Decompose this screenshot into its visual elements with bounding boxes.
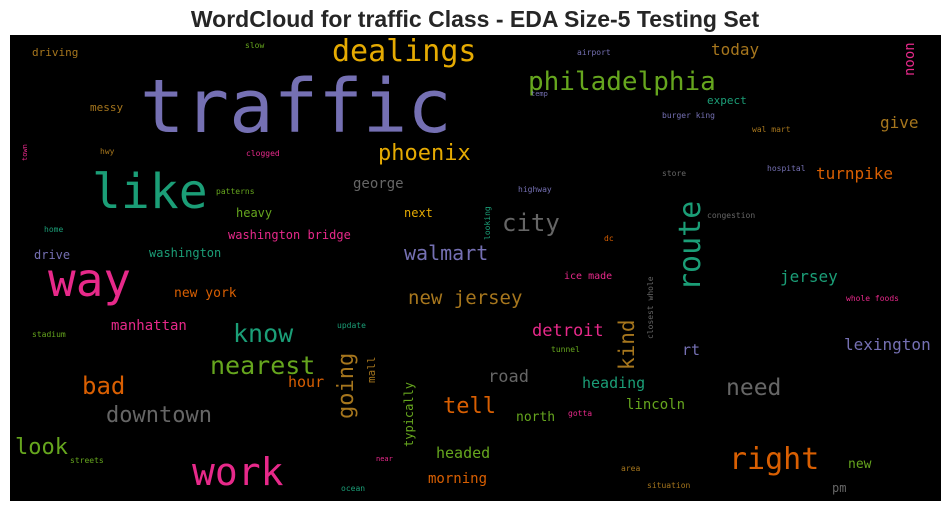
word-gotta: gotta xyxy=(568,409,593,418)
word-north: north xyxy=(516,410,556,425)
word-dc: dc xyxy=(604,234,614,243)
word-closest-whole: closest whole xyxy=(646,276,655,339)
word-typically: typically xyxy=(402,381,416,447)
word-dealings: dealings xyxy=(332,35,477,69)
word-new: new xyxy=(848,457,872,472)
word-today: today xyxy=(711,40,760,59)
word-new-york: new york xyxy=(174,286,237,301)
word-philadelphia: philadelphia xyxy=(528,67,716,97)
word-patterns: patterns xyxy=(216,187,255,196)
word-lincoln: lincoln xyxy=(626,397,686,413)
word-know: know xyxy=(233,319,294,348)
word-nearest: nearest xyxy=(210,351,316,380)
word-situation: situation xyxy=(647,481,691,490)
word-heading: heading xyxy=(582,374,646,392)
word-george: george xyxy=(353,176,404,192)
word-near: near xyxy=(376,455,393,463)
word-route: route xyxy=(673,200,708,291)
word-jersey: jersey xyxy=(780,267,838,286)
word-look: look xyxy=(15,435,68,460)
word-bad: bad xyxy=(82,372,126,400)
word-update: update xyxy=(337,321,366,330)
word-hospital: hospital xyxy=(767,164,806,173)
word-ocean: ocean xyxy=(341,484,366,493)
word-going: going xyxy=(334,352,359,419)
word-burger-king: burger king xyxy=(662,111,715,120)
word-turnpike: turnpike xyxy=(816,164,894,183)
word-town: town xyxy=(21,144,29,161)
word-washington-bridge: washington bridge xyxy=(228,228,351,242)
word-expect: expect xyxy=(707,94,747,107)
word-downtown: downtown xyxy=(106,403,212,428)
word-road: road xyxy=(488,367,529,387)
word-right: right xyxy=(729,442,820,477)
word-wal-mart: wal mart xyxy=(752,125,791,134)
word-new-jersey: new jersey xyxy=(408,287,523,309)
word-driving: driving xyxy=(32,46,79,59)
word-store: store xyxy=(662,169,687,178)
word-kind: kind xyxy=(615,319,639,370)
word-like: like xyxy=(92,164,208,220)
word-clogged: clogged xyxy=(246,149,280,158)
word-noon: noon xyxy=(902,42,918,76)
word-work: work xyxy=(192,450,284,494)
word-streets: streets xyxy=(70,456,104,465)
word-highway: highway xyxy=(518,185,552,194)
word-rt: rt xyxy=(682,341,701,359)
word-tunnel: tunnel xyxy=(551,345,580,354)
word-slow: slow xyxy=(245,41,265,50)
word-temp: temp xyxy=(531,90,548,98)
word-tell: tell xyxy=(443,394,496,419)
word-give: give xyxy=(880,113,919,132)
word-washington: washington xyxy=(149,246,222,260)
word-looking: looking xyxy=(483,206,492,240)
word-walmart: walmart xyxy=(404,241,489,265)
word-ice-made: ice made xyxy=(564,271,613,282)
word-phoenix: phoenix xyxy=(378,141,471,166)
word-airport: airport xyxy=(577,48,611,57)
word-need: need xyxy=(726,375,782,401)
word-mall: mall xyxy=(365,356,378,384)
word-next: next xyxy=(404,206,433,220)
word-pm: pm xyxy=(832,481,847,495)
word-traffic: traffic xyxy=(140,64,452,150)
word-manhattan: manhattan xyxy=(111,318,187,334)
chart-title: WordCloud for traffic Class - EDA Size-5… xyxy=(190,6,760,32)
word-detroit: detroit xyxy=(532,321,604,341)
word-heavy: heavy xyxy=(236,206,273,220)
word-messy: messy xyxy=(90,101,124,114)
word-area: area xyxy=(621,464,641,473)
word-home: home xyxy=(44,225,64,234)
word-drive: drive xyxy=(34,248,71,262)
word-morning: morning xyxy=(428,471,488,487)
word-way: way xyxy=(48,253,132,307)
word-headed: headed xyxy=(436,444,491,462)
word-congestion: congestion xyxy=(707,211,756,220)
word-stadium: stadium xyxy=(32,330,66,339)
word-city: city xyxy=(502,209,560,237)
word-hwy: hwy xyxy=(100,147,115,156)
wordcloud-canvas: traffic dealings philadelphia like phoen… xyxy=(10,35,941,501)
word-lexington: lexington xyxy=(844,335,931,354)
word-hour: hour xyxy=(288,373,325,391)
word-whole-foods: whole foods xyxy=(846,294,899,303)
